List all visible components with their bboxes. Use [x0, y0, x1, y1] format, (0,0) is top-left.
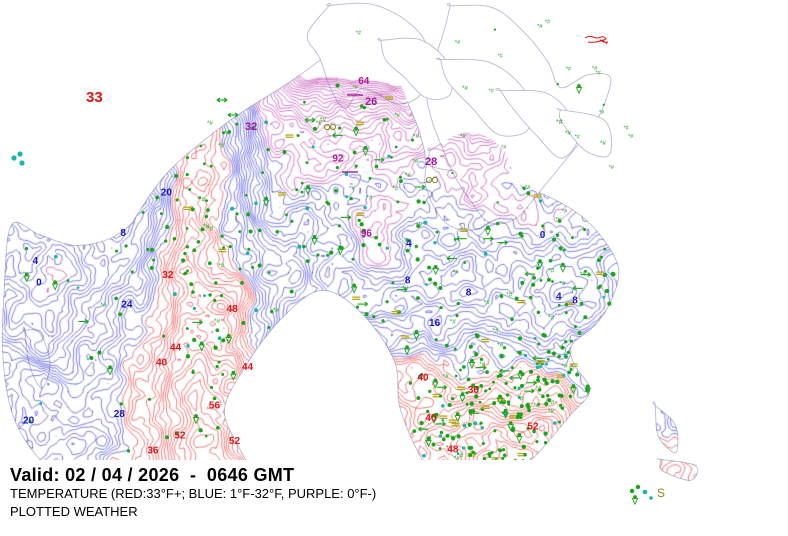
svg-text:*#: *# — [316, 120, 323, 127]
svg-text:0: 0 — [540, 230, 546, 241]
svg-text:26: 26 — [365, 96, 377, 108]
svg-text:64: 64 — [358, 76, 370, 87]
svg-text:*#: *# — [545, 20, 551, 26]
svg-text:*#: *# — [392, 186, 399, 193]
svg-text:*#: *# — [493, 327, 500, 334]
svg-text:*#: *# — [412, 158, 419, 165]
svg-text:*#: *# — [395, 113, 401, 119]
svg-text:*#: *# — [273, 307, 280, 314]
svg-text:*#: *# — [537, 24, 543, 30]
svg-text:*#: *# — [548, 408, 555, 415]
svg-text:*#: *# — [100, 302, 107, 309]
svg-text:*#: *# — [624, 126, 630, 132]
svg-text:*#: *# — [533, 402, 540, 409]
svg-text:36: 36 — [468, 385, 480, 396]
svg-text:*#: *# — [356, 30, 362, 36]
svg-text:*#: *# — [525, 185, 531, 191]
svg-text:*#: *# — [413, 133, 419, 140]
svg-text:48: 48 — [227, 304, 239, 315]
svg-text:*#: *# — [450, 434, 457, 441]
svg-text:*#: *# — [556, 119, 563, 126]
svg-text:*#: *# — [484, 299, 491, 306]
svg-text:8: 8 — [466, 288, 472, 299]
svg-text:*#: *# — [349, 186, 355, 192]
svg-text:96: 96 — [361, 228, 373, 239]
svg-text:*#: *# — [548, 268, 555, 275]
svg-text:56: 56 — [209, 401, 221, 412]
svg-text:48: 48 — [447, 445, 459, 456]
svg-text:92: 92 — [332, 153, 344, 164]
svg-text:S: S — [657, 486, 665, 500]
svg-text:*#: *# — [218, 142, 225, 149]
svg-text:*#: *# — [443, 373, 450, 380]
svg-text:40: 40 — [425, 413, 437, 424]
svg-text:*#: *# — [460, 133, 466, 140]
svg-text:32: 32 — [162, 270, 174, 281]
svg-text:*#: *# — [566, 66, 572, 72]
svg-text:40: 40 — [156, 358, 168, 369]
svg-text:8: 8 — [120, 228, 126, 239]
svg-text:*#: *# — [548, 314, 555, 321]
svg-text:20: 20 — [161, 187, 173, 198]
svg-text:*#: *# — [207, 120, 213, 127]
svg-text:4: 4 — [556, 291, 562, 302]
svg-text:*#: *# — [497, 54, 503, 60]
svg-text:*#: *# — [517, 395, 524, 402]
svg-text:*#: *# — [207, 225, 214, 232]
svg-text:*#: *# — [497, 342, 504, 349]
svg-text:*#: *# — [565, 130, 571, 137]
svg-text:28: 28 — [114, 409, 126, 420]
svg-text:4: 4 — [32, 256, 38, 267]
svg-text:*#: *# — [609, 165, 615, 171]
svg-text:*#: *# — [580, 271, 587, 278]
svg-text:*#: *# — [628, 134, 634, 140]
svg-text:16: 16 — [429, 318, 441, 329]
svg-text:*#: *# — [455, 40, 461, 46]
svg-text:*#: *# — [562, 209, 568, 215]
svg-text:*#: *# — [405, 172, 411, 179]
svg-text:33: 33 — [86, 89, 103, 106]
svg-text:*#: *# — [506, 291, 513, 298]
svg-text:*#: *# — [501, 145, 507, 151]
svg-text:*#: *# — [600, 140, 606, 147]
svg-text:44: 44 — [242, 362, 254, 373]
svg-text:*#: *# — [489, 88, 495, 94]
svg-text:*#: *# — [599, 110, 605, 116]
svg-text:8: 8 — [405, 275, 411, 286]
svg-text:*#: *# — [479, 361, 486, 368]
svg-text:*#: *# — [416, 222, 423, 229]
svg-text:36: 36 — [147, 445, 159, 456]
svg-text:*#: *# — [366, 195, 373, 202]
svg-text:*#: *# — [560, 280, 567, 287]
svg-text:*#: *# — [575, 135, 581, 141]
svg-text:*#: *# — [450, 319, 457, 326]
svg-text:0: 0 — [36, 278, 42, 289]
svg-text:8: 8 — [572, 295, 578, 306]
svg-text:*#: *# — [453, 269, 460, 276]
svg-text:52: 52 — [229, 436, 241, 447]
svg-text:*#: *# — [561, 363, 568, 370]
svg-text:40: 40 — [417, 373, 429, 384]
svg-text:*#: *# — [214, 318, 221, 325]
svg-text:*#: *# — [224, 130, 230, 137]
svg-text:52: 52 — [174, 431, 186, 442]
svg-text:24: 24 — [121, 300, 133, 311]
svg-text:*#: *# — [548, 399, 555, 406]
svg-text:4: 4 — [406, 238, 412, 249]
svg-text:*#: *# — [218, 262, 225, 269]
svg-text:52: 52 — [527, 421, 539, 432]
svg-text:20: 20 — [23, 415, 35, 426]
svg-text:44: 44 — [170, 342, 182, 353]
svg-text:*#: *# — [462, 85, 468, 92]
svg-text:28: 28 — [425, 156, 437, 168]
svg-text:32: 32 — [245, 121, 257, 133]
